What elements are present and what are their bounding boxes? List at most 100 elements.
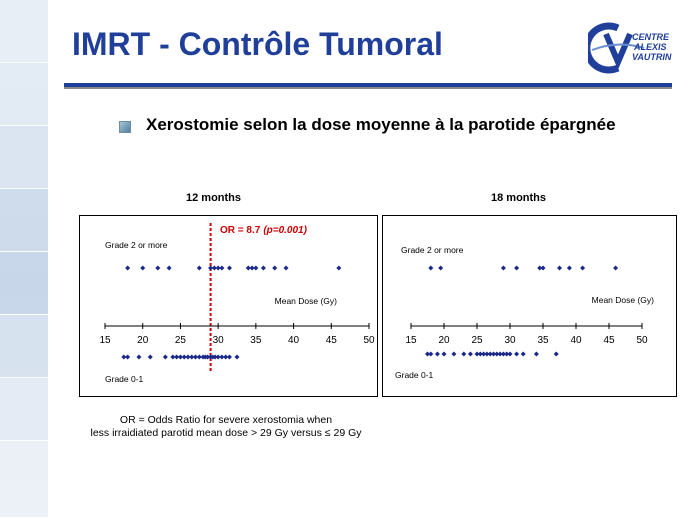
data-point-grade-0-1 [125, 354, 131, 360]
data-point-grade-2 [283, 265, 289, 271]
x-tick-label: 20 [137, 335, 149, 346]
data-point-grade-0-1 [434, 351, 440, 357]
data-point-grade-0-1 [497, 351, 503, 357]
odds-ratio-annotation: OR = 8.7 (p=0.001) [220, 225, 308, 236]
caption-line-1: OR = Odds Ratio for severe xerostomia wh… [119, 414, 333, 426]
data-point-grade-0-1 [520, 351, 526, 357]
data-point-grade-0-1 [189, 354, 195, 360]
data-point-grade-2 [215, 265, 221, 271]
data-point-grade-0-1 [467, 351, 473, 357]
data-point-grade-2 [219, 265, 225, 271]
x-tick-label: 40 [570, 335, 582, 346]
data-point-grade-2 [260, 265, 266, 271]
chart-title-18-months: 18 months [491, 192, 547, 204]
data-point-grade-0-1 [181, 354, 187, 360]
data-point-grade-0-1 [170, 354, 176, 360]
x-tick-label: 25 [175, 335, 187, 346]
group-label-grade-2: Grade 2 or more [105, 240, 168, 250]
sidebar-tile [0, 378, 48, 441]
x-tick-label: 15 [405, 335, 417, 346]
caption-line-2: less irraidiated parotid mean dose > 29 … [90, 427, 362, 439]
logo-line-3: VAUTRIN [632, 52, 672, 62]
data-point-grade-2 [211, 265, 217, 271]
data-point-grade-0-1 [500, 351, 506, 357]
data-point-grade-0-1 [441, 351, 447, 357]
data-point-grade-0-1 [491, 351, 496, 357]
group-label-grade-0-1: Grade 0-1 [105, 374, 144, 384]
data-point-grade-0-1 [136, 354, 142, 360]
data-point-grade-2 [245, 265, 251, 271]
data-point-grade-0-1 [553, 351, 559, 357]
slide-title: IMRT - Contrôle Tumoral [72, 26, 443, 62]
data-point-grade-0-1 [234, 354, 240, 360]
data-point-grade-0-1 [177, 354, 183, 360]
data-point-grade-0-1 [484, 351, 490, 357]
data-point-grade-2 [438, 265, 444, 271]
x-tick-label: 35 [250, 335, 262, 346]
data-point-grade-2 [253, 265, 259, 271]
chart-panel-12-months: Grade 2 or more Grade 0-1 Mean Dose (Gy)… [79, 215, 378, 397]
data-point-grade-0-1 [494, 351, 500, 357]
scatter-chart-18-months: Grade 2 or more Grade 0-1 Mean Dose (Gy)… [395, 245, 655, 380]
data-point-grade-0-1 [174, 354, 180, 360]
sidebar-tile [0, 126, 48, 189]
sidebar-tile [0, 441, 48, 518]
bullet-heading: Xerostomie selon la dose moyenne à la pa… [146, 115, 616, 134]
data-point-grade-0-1 [474, 351, 480, 357]
caption: OR = Odds Ratio for severe xerostomia wh… [66, 414, 386, 440]
data-point-grade-2 [226, 265, 232, 271]
data-point-grade-0-1 [425, 351, 430, 357]
data-point-grade-2 [580, 265, 586, 271]
scatter-chart-12-months: Grade 2 or more Grade 0-1 Mean Dose (Gy)… [99, 223, 375, 384]
data-point-grade-0-1 [428, 351, 434, 357]
x-tick-label: 30 [504, 335, 516, 346]
data-point-grade-2 [557, 265, 562, 271]
data-point-grade-2 [155, 265, 161, 271]
data-point-grade-0-1 [162, 354, 168, 360]
data-point-grade-0-1 [451, 351, 457, 357]
data-point-grade-0-1 [219, 354, 225, 360]
data-point-grade-2 [613, 265, 619, 271]
x-tick-label: 40 [288, 335, 300, 346]
data-point-grade-0-1 [487, 351, 493, 357]
data-point-grade-2 [166, 265, 172, 271]
data-point-grade-0-1 [507, 351, 513, 357]
data-point-grade-0-1 [212, 354, 218, 360]
logo-v-shape [603, 32, 633, 70]
sidebar-tile [0, 63, 48, 126]
data-point-grade-2 [428, 265, 434, 271]
data-point-grade-2 [540, 265, 546, 271]
data-point-grade-0-1 [481, 351, 487, 357]
data-point-grade-0-1 [205, 354, 211, 360]
group-label-grade-2: Grade 2 or more [401, 245, 464, 255]
data-point-grade-2 [566, 265, 572, 271]
x-tick-label: 35 [537, 335, 549, 346]
data-point-grade-2 [196, 265, 202, 271]
logo-line-2: ALEXIS [633, 42, 667, 52]
title-underline [64, 83, 672, 89]
data-point-grade-0-1 [533, 351, 539, 357]
data-point-grade-2 [140, 265, 146, 271]
sidebar-tile [0, 315, 48, 378]
logo-c-shape [588, 22, 620, 74]
sidebar-tile [0, 252, 48, 315]
data-point-grade-2 [514, 265, 520, 271]
data-point-grade-0-1 [147, 354, 153, 360]
x-tick-label: 15 [99, 335, 111, 346]
decorative-sidebar [0, 0, 48, 518]
data-point-grade-2 [208, 265, 214, 271]
data-point-grade-2 [272, 265, 278, 271]
data-point-grade-0-1 [193, 354, 199, 360]
data-point-grade-0-1 [121, 354, 127, 360]
x-tick-label: 45 [603, 335, 615, 346]
data-point-grade-0-1 [196, 354, 202, 360]
sidebar-tile [0, 189, 48, 252]
odds-ratio-value: OR = 8.7 [220, 225, 261, 236]
x-tick-label: 50 [363, 335, 375, 346]
x-axis-label: Mean Dose (Gy) [592, 295, 655, 305]
data-point-grade-0-1 [477, 351, 483, 357]
chart-panel-18-months: Grade 2 or more Grade 0-1 Mean Dose (Gy)… [382, 215, 677, 397]
centre-alexis-vautrin-logo: CENTRE ALEXIS VAUTRIN [588, 22, 672, 74]
data-point-grade-2 [500, 265, 506, 271]
chart-title-12-months: 12 months [186, 192, 242, 204]
